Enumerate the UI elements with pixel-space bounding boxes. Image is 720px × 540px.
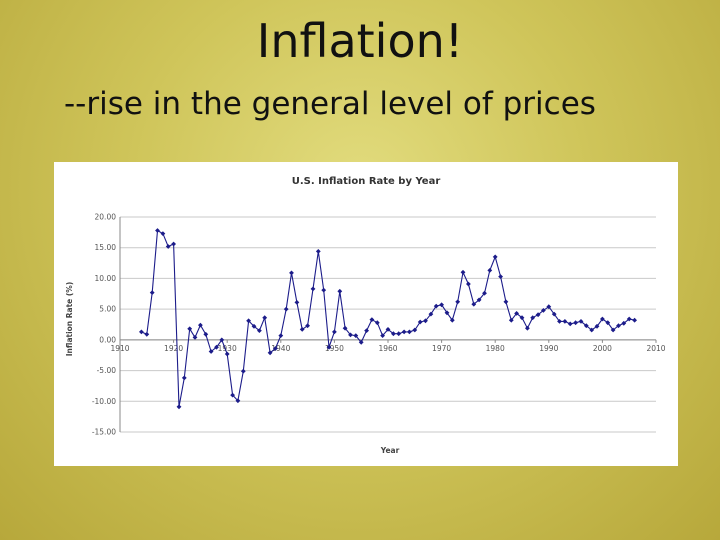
data-point xyxy=(369,317,375,323)
inflation-chart: U.S. Inflation Rate by Year Year Inflati… xyxy=(65,176,666,455)
y-tick-label: -5.00 xyxy=(97,366,117,375)
data-point xyxy=(530,315,536,321)
data-point xyxy=(197,322,203,328)
y-axis-title: Inflation Rate (%) xyxy=(65,282,74,357)
data-point xyxy=(262,315,268,321)
y-tick-labels: 20.00 15.00 10.00 5.00 0.00 -5.00 -10.00 -15.00 xyxy=(92,213,116,437)
data-point xyxy=(632,317,638,323)
data-point xyxy=(337,288,343,294)
data-point xyxy=(412,327,418,333)
data-point xyxy=(138,329,144,335)
data-point xyxy=(503,299,509,305)
chart-title: U.S. Inflation Rate by Year xyxy=(292,176,441,187)
data-point xyxy=(567,321,573,327)
data-point xyxy=(380,333,386,339)
data-point xyxy=(439,302,445,308)
data-point xyxy=(433,303,439,309)
y-tick-label: 20.00 xyxy=(95,213,117,222)
data-point xyxy=(315,248,321,254)
data-point xyxy=(423,318,428,324)
data-point xyxy=(471,301,477,307)
data-point xyxy=(492,254,498,260)
x-tick-label: 1960 xyxy=(378,344,397,353)
data-point xyxy=(406,329,412,335)
y-tick-label: -15.00 xyxy=(92,428,116,437)
x-tick-label: 1950 xyxy=(325,344,344,353)
data-point xyxy=(331,329,337,335)
data-point xyxy=(342,325,348,331)
data-point xyxy=(610,327,616,333)
data-point xyxy=(289,270,294,276)
data-point xyxy=(455,299,461,305)
x-tick-label: 2010 xyxy=(646,344,665,353)
data-point xyxy=(187,326,193,332)
data-point xyxy=(390,331,396,337)
data-point xyxy=(160,231,166,237)
x-tick-label: 1980 xyxy=(486,344,505,353)
data-point xyxy=(498,274,504,280)
x-tick-label: 1930 xyxy=(218,344,237,353)
data-point xyxy=(562,318,568,324)
data-point xyxy=(358,339,364,345)
series-line xyxy=(141,229,635,407)
data-point xyxy=(267,350,273,356)
data-point xyxy=(321,287,327,293)
data-point xyxy=(465,281,471,287)
x-tick-label: 1970 xyxy=(432,344,451,353)
data-point xyxy=(326,344,332,350)
data-point xyxy=(374,320,380,326)
data-point xyxy=(508,317,514,323)
data-point xyxy=(251,323,257,329)
x-tick-label: 2000 xyxy=(593,344,612,353)
data-point xyxy=(444,310,450,316)
slide-title: Inflation! xyxy=(256,14,464,68)
data-point xyxy=(396,331,402,337)
data-point xyxy=(310,286,316,292)
x-tick-label: 1920 xyxy=(164,344,183,353)
grid-lines xyxy=(119,216,657,433)
x-tick-labels: 1910 1920 1930 1940 1950 1960 1970 1980 1990 2000… xyxy=(110,344,665,353)
y-tick-label: 5.00 xyxy=(99,305,116,314)
slide-subtitle: --rise in the general level of prices xyxy=(64,86,596,122)
data-point xyxy=(305,323,311,329)
x-axis-title: Year xyxy=(380,446,400,455)
data-point xyxy=(460,269,466,275)
data-point xyxy=(551,311,557,317)
data-point xyxy=(524,325,530,331)
data-point xyxy=(181,375,187,381)
x-tick-label: 1990 xyxy=(539,344,558,353)
data-point xyxy=(203,331,209,337)
y-tick-label: 15.00 xyxy=(95,243,117,252)
y-tick-label: 10.00 xyxy=(95,274,117,283)
data-point xyxy=(230,392,236,398)
data-point xyxy=(278,333,284,339)
x-tick-label: 1910 xyxy=(110,344,129,353)
data-point xyxy=(364,328,370,334)
data-point xyxy=(149,290,155,296)
data-point xyxy=(171,241,177,247)
data-point xyxy=(283,306,289,312)
data-point xyxy=(235,398,241,404)
x-tick-label: 1940 xyxy=(271,344,290,353)
data-point xyxy=(482,290,487,296)
data-point xyxy=(144,331,150,337)
data-point xyxy=(573,320,579,326)
data-point xyxy=(240,368,246,374)
data-point xyxy=(155,228,160,233)
y-tick-label: 0.00 xyxy=(99,335,116,344)
data-point xyxy=(299,326,305,332)
chart-panel: U.S. Inflation Rate by Year Year Inflati… xyxy=(54,162,678,466)
data-point xyxy=(487,267,493,273)
data-point xyxy=(449,317,455,323)
data-point xyxy=(401,329,407,335)
data-point xyxy=(176,404,182,410)
series-layer xyxy=(138,228,638,410)
data-point xyxy=(214,344,219,350)
y-tick-label: -10.00 xyxy=(92,397,116,406)
data-point xyxy=(294,299,300,305)
data-point xyxy=(165,244,171,249)
